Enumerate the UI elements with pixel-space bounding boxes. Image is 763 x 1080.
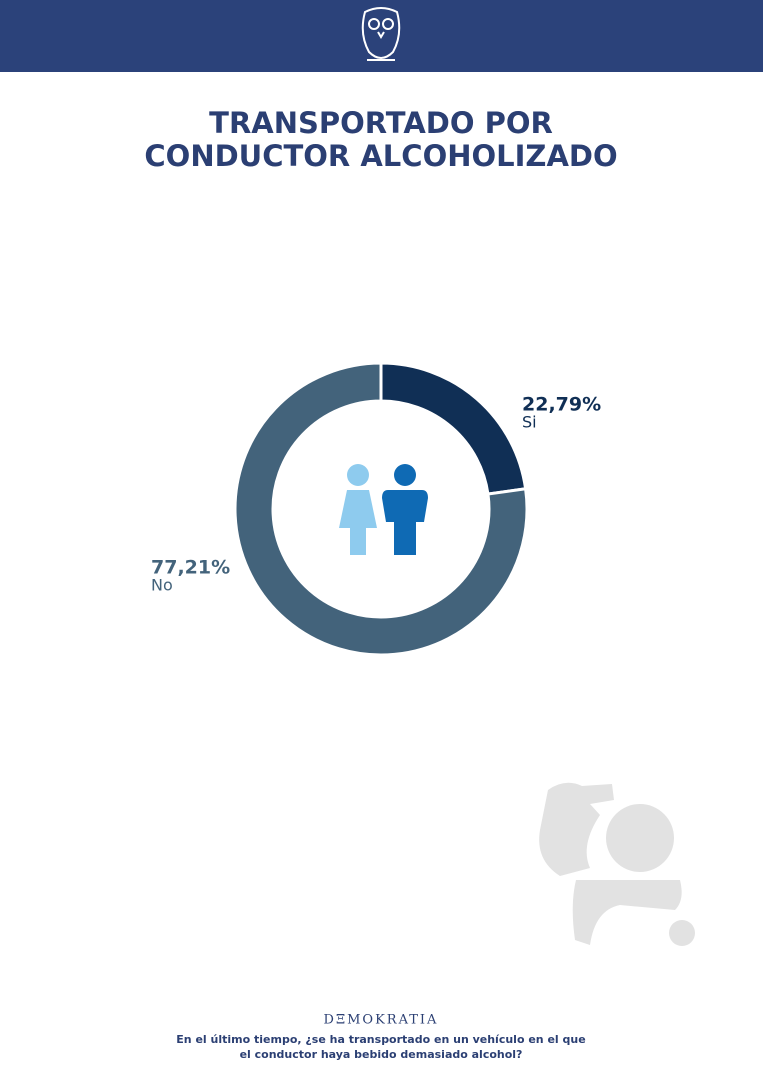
question: el conductor haya bebido demasiado alcoh… [240, 1048, 523, 1061]
people-icon [339, 464, 428, 555]
question: En el último tiempo, ¿se ha transportado… [176, 1033, 585, 1046]
category-label: Si [522, 413, 537, 432]
owl-logo [361, 7, 401, 61]
chart-title: TRANSPORTADO POR [209, 106, 553, 140]
category-label: No [151, 576, 173, 595]
value-label: 22,79% [522, 394, 601, 416]
value-label: 77,21% [151, 557, 230, 579]
brand: DΞMOKRATIA [324, 1013, 439, 1028]
driver-icon [539, 782, 695, 946]
chart-title: CONDUCTOR ALCOHOLIZADO [144, 139, 617, 173]
slice [233, 361, 529, 657]
